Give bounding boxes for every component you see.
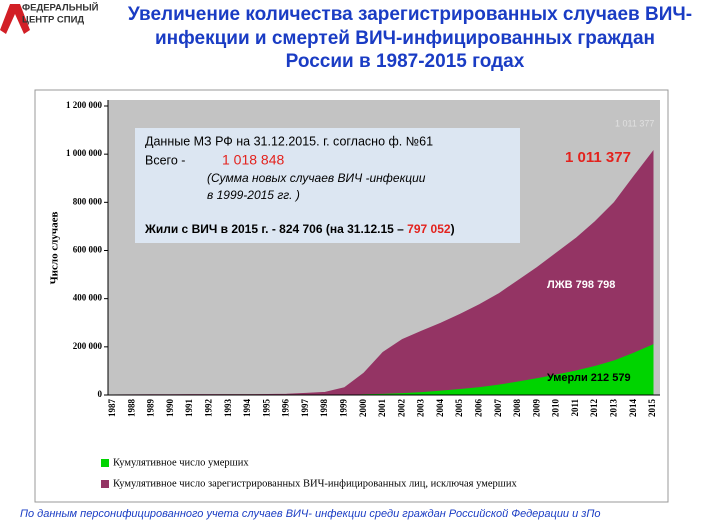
y-tick-label: 200 000 bbox=[73, 341, 103, 351]
x-tick-label: 2009 bbox=[531, 399, 541, 418]
y-tick-label: 1 200 000 bbox=[66, 100, 103, 110]
x-tick-label: 1991 bbox=[184, 399, 194, 418]
y-tick-label: 600 000 bbox=[73, 245, 103, 255]
info-text: в 1999-2015 гг. ) bbox=[207, 188, 300, 202]
legend-label: Кумулятивное число умерших bbox=[113, 457, 249, 468]
info-close: ) bbox=[451, 222, 455, 236]
x-tick-label: 2008 bbox=[512, 399, 522, 418]
x-tick-label: 2003 bbox=[416, 399, 426, 418]
y-tick-label: 0 bbox=[98, 389, 103, 399]
y-tick-label: 1 000 000 bbox=[66, 148, 103, 158]
x-tick-label: 2014 bbox=[628, 399, 638, 418]
title: инфекции и смертей ВИЧ-инфицированных гр… bbox=[155, 28, 655, 49]
x-tick-label: 1988 bbox=[126, 399, 136, 418]
legend-swatch bbox=[101, 459, 109, 467]
plot: 0 200 000 400 000 600 000 800 000 1 000 000 1 … bbox=[66, 100, 660, 417]
footer: По данным персонифицированного учета слу… bbox=[20, 508, 600, 520]
logo-text: ФЕДЕРАЛЬНЫЙ bbox=[22, 2, 99, 14]
x-tick-label: 2012 bbox=[589, 399, 599, 418]
x-tick-label: 1999 bbox=[338, 399, 348, 418]
x-tick-label: 1989 bbox=[146, 399, 156, 418]
x-tick-label: 1997 bbox=[300, 399, 310, 418]
x-tick-label: 1987 bbox=[107, 399, 117, 418]
x-tick-label: 2000 bbox=[358, 399, 368, 418]
x-tick-label: 1998 bbox=[319, 399, 329, 418]
x-tick-label: 1990 bbox=[165, 399, 175, 418]
x-tick-label: 1996 bbox=[281, 399, 291, 418]
title: России в 1987-2015 годах bbox=[286, 51, 525, 72]
x-tick-label: 2004 bbox=[435, 399, 445, 418]
annotation: ЛЖВ 798 798 bbox=[547, 279, 615, 291]
x-tick-label: 2001 bbox=[377, 399, 387, 418]
logo-ribbon bbox=[0, 4, 30, 34]
x-tick-label: 2011 bbox=[570, 399, 580, 417]
info-living: Жили с ВИЧ в 2015 г. - 824 706 (на 31.12… bbox=[144, 222, 407, 236]
x-tick-label: 2010 bbox=[551, 399, 561, 418]
annotation: 1 011 377 bbox=[615, 118, 654, 128]
x-tick-label: 2005 bbox=[454, 399, 464, 418]
x-tick-label: 2002 bbox=[396, 399, 406, 418]
x-tick-label: 2006 bbox=[473, 399, 483, 418]
x-tick-label: 2013 bbox=[608, 399, 618, 418]
logo-text: ЦЕНТР СПИД bbox=[22, 15, 84, 26]
x-tick-label: 1994 bbox=[242, 399, 252, 418]
annotation: Умерли 212 579 bbox=[547, 372, 631, 384]
legend-swatch bbox=[101, 480, 109, 488]
title: Увеличение количества зарегистрированных… bbox=[128, 4, 692, 25]
legend: Кумулятивное число умерших Кумулятивное ч… bbox=[101, 457, 518, 489]
info-text: (Сумма новых случаев ВИЧ -инфекции bbox=[207, 171, 426, 185]
y-tick-label: 800 000 bbox=[73, 196, 103, 206]
x-tick-label: 1992 bbox=[203, 399, 213, 418]
x-tick-label: 1995 bbox=[261, 399, 271, 418]
info-living-value: 797 052 bbox=[407, 222, 451, 236]
x-tick-label: 2015 bbox=[647, 399, 657, 418]
info-total: 1 018 848 bbox=[222, 152, 284, 168]
x-tick-label: 2007 bbox=[493, 399, 503, 418]
y-axis-title: Число случаев bbox=[49, 212, 61, 285]
info-text: Данные МЗ РФ на 31.12.2015. г. согласно … bbox=[145, 134, 433, 148]
info-box bbox=[135, 128, 520, 243]
annotation: 1 011 377 bbox=[565, 149, 631, 166]
y-tick-label: 400 000 bbox=[73, 293, 103, 303]
x-tick-label: 1993 bbox=[223, 399, 233, 418]
legend-label: Кумулятивное число зарегистрированных ВИ… bbox=[113, 478, 518, 489]
info-text: Всего - bbox=[145, 153, 185, 167]
info-text: Жили с ВИЧ в 2015 г. - 824 706 (на 31.12… bbox=[144, 222, 455, 236]
